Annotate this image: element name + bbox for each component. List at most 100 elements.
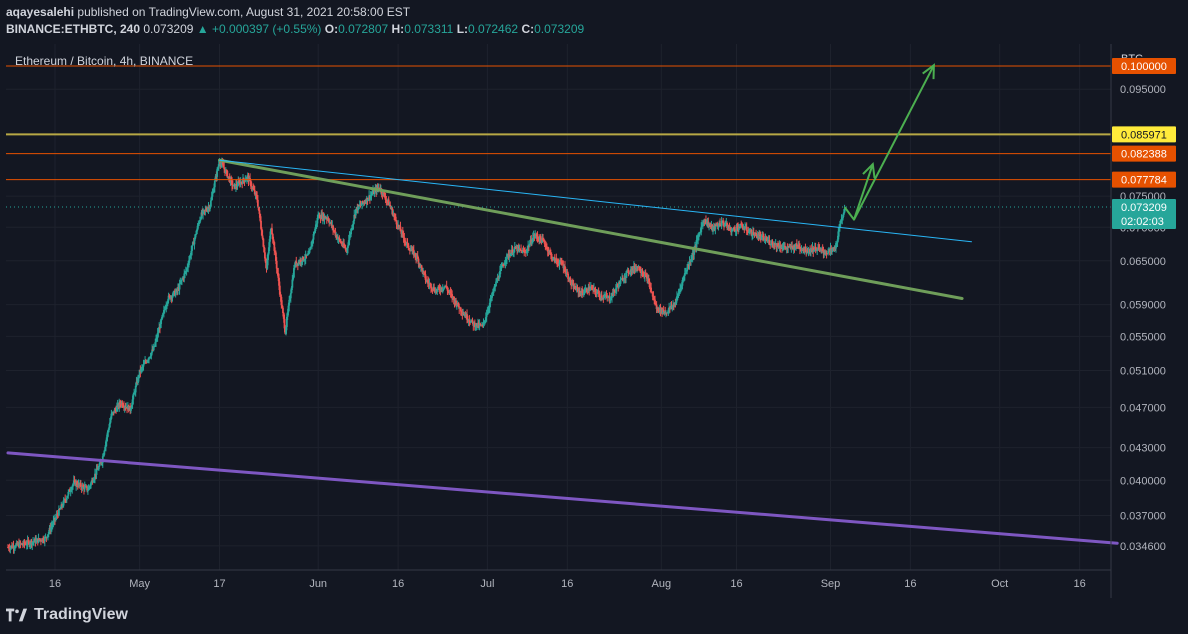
level-badge-label: 0.085971 xyxy=(1121,129,1167,141)
y-tick-label: 0.040000 xyxy=(1120,475,1166,487)
candle-body xyxy=(51,524,54,526)
candle-body xyxy=(290,287,293,294)
candle-body xyxy=(61,504,63,507)
y-tick-label: 0.095000 xyxy=(1120,84,1166,96)
footer-brand: TradingView xyxy=(6,606,128,624)
candle-body xyxy=(536,236,539,239)
candle-body xyxy=(101,462,103,464)
candle-body xyxy=(394,215,396,217)
candle-body xyxy=(293,268,295,278)
candle-body xyxy=(734,229,736,232)
candle-body xyxy=(27,540,30,542)
candle-body xyxy=(104,446,107,451)
trendlines[interactable] xyxy=(6,158,1119,545)
candle-body xyxy=(615,285,618,289)
candle-body xyxy=(256,199,259,207)
candle-body xyxy=(137,376,139,383)
candle-body xyxy=(147,359,150,361)
candle-body xyxy=(287,305,290,313)
candle-body xyxy=(693,249,696,255)
horizontal-levels[interactable] xyxy=(6,65,1111,208)
high-value: 0.073311 xyxy=(404,22,454,36)
trendline xyxy=(6,451,1119,545)
candle-body xyxy=(584,289,587,293)
candle-body xyxy=(504,261,507,263)
candle-body xyxy=(424,274,427,280)
candle-body xyxy=(330,222,333,227)
candle-body xyxy=(79,483,82,487)
candle-body xyxy=(655,304,658,309)
candle-body xyxy=(541,238,544,243)
candle-body xyxy=(498,277,501,279)
candle-body xyxy=(12,545,15,549)
candle-body xyxy=(825,252,828,254)
candle-body xyxy=(226,170,229,178)
candle-body xyxy=(340,242,343,245)
candle-body xyxy=(717,226,720,228)
candle-body xyxy=(109,418,112,423)
candle-body xyxy=(115,406,118,412)
candle-body xyxy=(711,224,714,230)
candle-body xyxy=(60,504,63,509)
candle-body xyxy=(137,376,140,378)
candle-body xyxy=(561,263,564,265)
candle-body xyxy=(550,254,553,259)
arrow-head xyxy=(922,63,935,80)
candle-body xyxy=(681,280,684,286)
time-axis[interactable]: 16 May 17 Jun 16 Jul 16 Aug 16 Sep 16 Oct 16 xyxy=(49,578,1086,590)
candle-body xyxy=(302,256,305,261)
candle-body xyxy=(676,296,678,301)
candle-body xyxy=(596,292,598,295)
candle-body xyxy=(94,473,96,479)
candle-body xyxy=(347,240,350,246)
candle-body xyxy=(105,437,108,442)
candle-body xyxy=(130,408,132,411)
candle-body xyxy=(560,261,563,264)
candle-body xyxy=(622,277,624,281)
projection-arrows[interactable] xyxy=(843,63,935,221)
y-tick-label: 0.043000 xyxy=(1120,443,1166,455)
candle-body xyxy=(242,178,244,184)
candle-body xyxy=(135,381,138,386)
candle-body xyxy=(334,231,337,236)
candle-body xyxy=(690,257,693,260)
candle-body xyxy=(338,237,341,240)
candle-body xyxy=(32,541,35,543)
candle-body xyxy=(690,259,692,262)
candle-body xyxy=(652,296,655,299)
brand-name[interactable]: TradingView xyxy=(34,606,128,623)
candle-body xyxy=(841,218,844,220)
candle-body xyxy=(611,293,613,298)
candle-body xyxy=(750,229,753,236)
candle-body xyxy=(367,199,370,201)
candle-body xyxy=(426,280,429,283)
price-chart[interactable]: 0.0950000.0750000.0700000.0650000.059000… xyxy=(0,0,1188,598)
candle-body xyxy=(343,246,346,248)
candle-body xyxy=(26,540,29,545)
candle-body xyxy=(370,194,373,196)
candle-body xyxy=(183,273,186,279)
candle-body xyxy=(88,486,91,488)
candle-body xyxy=(405,241,407,244)
candle-body xyxy=(625,270,628,273)
candle-body xyxy=(513,249,515,253)
candle-body xyxy=(804,246,807,252)
candle-body xyxy=(648,281,651,288)
candle-body xyxy=(213,180,216,188)
candle-body xyxy=(458,306,461,309)
candle-body xyxy=(286,312,289,317)
symbol-label: BINANCE:ETHBTC, 240 xyxy=(6,22,141,36)
candle-body xyxy=(289,293,292,299)
candle-body xyxy=(55,514,58,518)
candle-body xyxy=(236,185,239,187)
publisher-name[interactable]: aqayesalehi xyxy=(6,5,75,19)
candle-body xyxy=(142,364,145,367)
last-price: 0.073209 xyxy=(143,22,194,36)
candle-body xyxy=(97,465,100,470)
candle-body xyxy=(744,226,747,229)
candle-body xyxy=(527,245,530,249)
candle-body xyxy=(190,250,193,256)
candle-body xyxy=(279,294,282,297)
candle-body xyxy=(257,206,260,211)
candle-body xyxy=(431,289,434,291)
